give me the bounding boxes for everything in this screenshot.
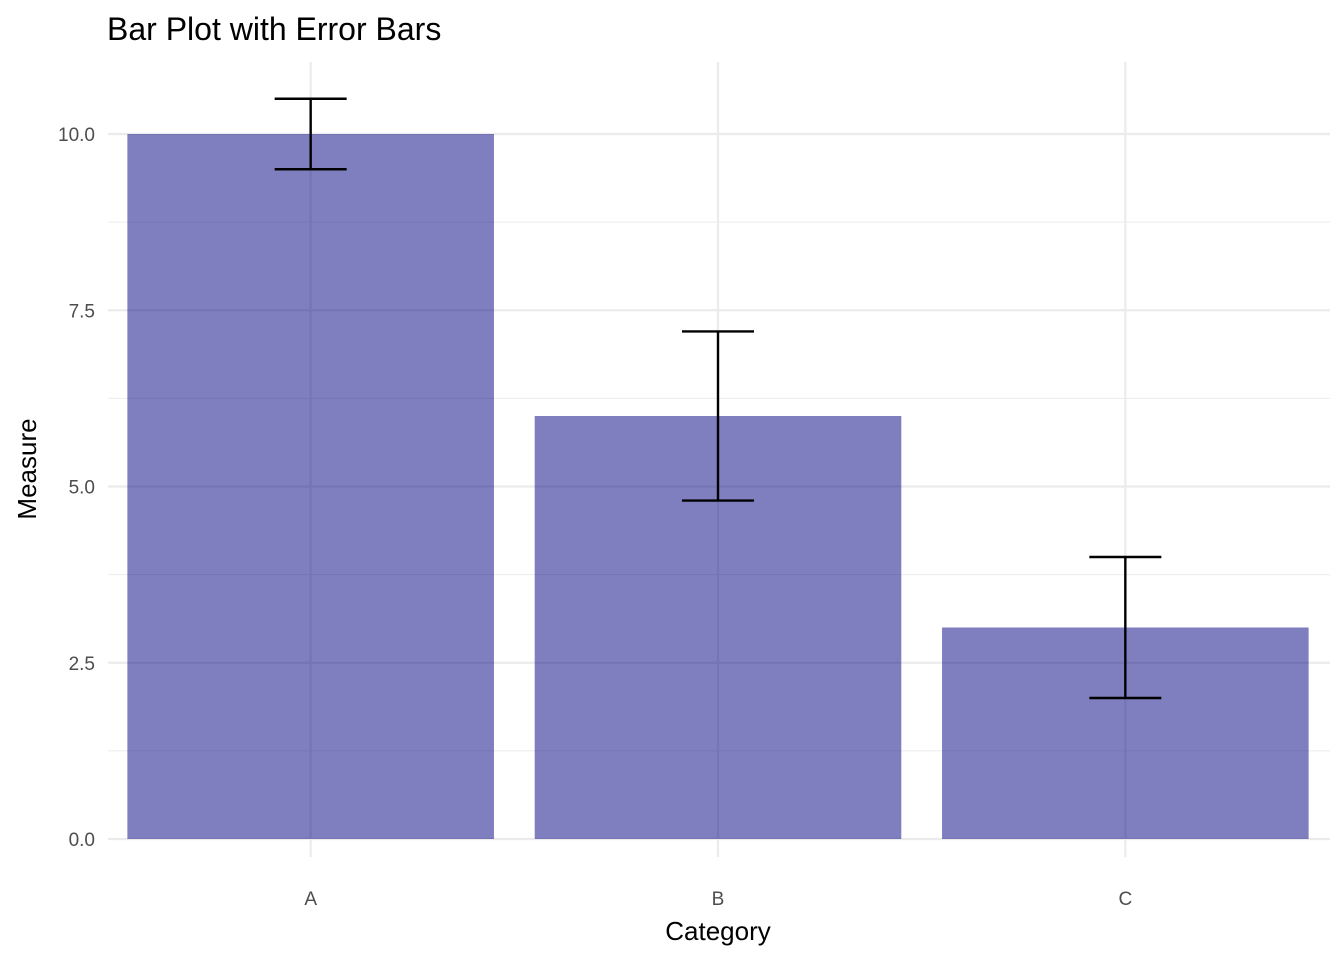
y-tick-label: 10.0 (58, 125, 95, 146)
y-axis-title: Measure (12, 418, 42, 519)
x-tick-label: C (1118, 889, 1132, 910)
x-tick-label: B (712, 889, 725, 910)
bar-A (127, 134, 494, 839)
chart-title: Bar Plot with Error Bars (107, 11, 441, 47)
x-axis-ticks: A B C (304, 889, 1132, 910)
error-bar-C (1089, 555, 1162, 700)
y-tick-label: 2.5 (69, 654, 95, 675)
error-bar-B (682, 330, 754, 502)
x-axis-title: Category (665, 916, 771, 946)
x-tick-label: A (304, 889, 317, 910)
error-bars (274, 97, 1162, 700)
bars (127, 134, 1309, 839)
y-tick-label: 5.0 (69, 478, 95, 499)
y-tick-label: 0.0 (69, 830, 95, 851)
y-tick-label: 7.5 (69, 301, 95, 322)
error-bar-A (274, 97, 347, 171)
y-axis-ticks: 0.0 2.5 5.0 7.5 10.0 (58, 125, 95, 851)
